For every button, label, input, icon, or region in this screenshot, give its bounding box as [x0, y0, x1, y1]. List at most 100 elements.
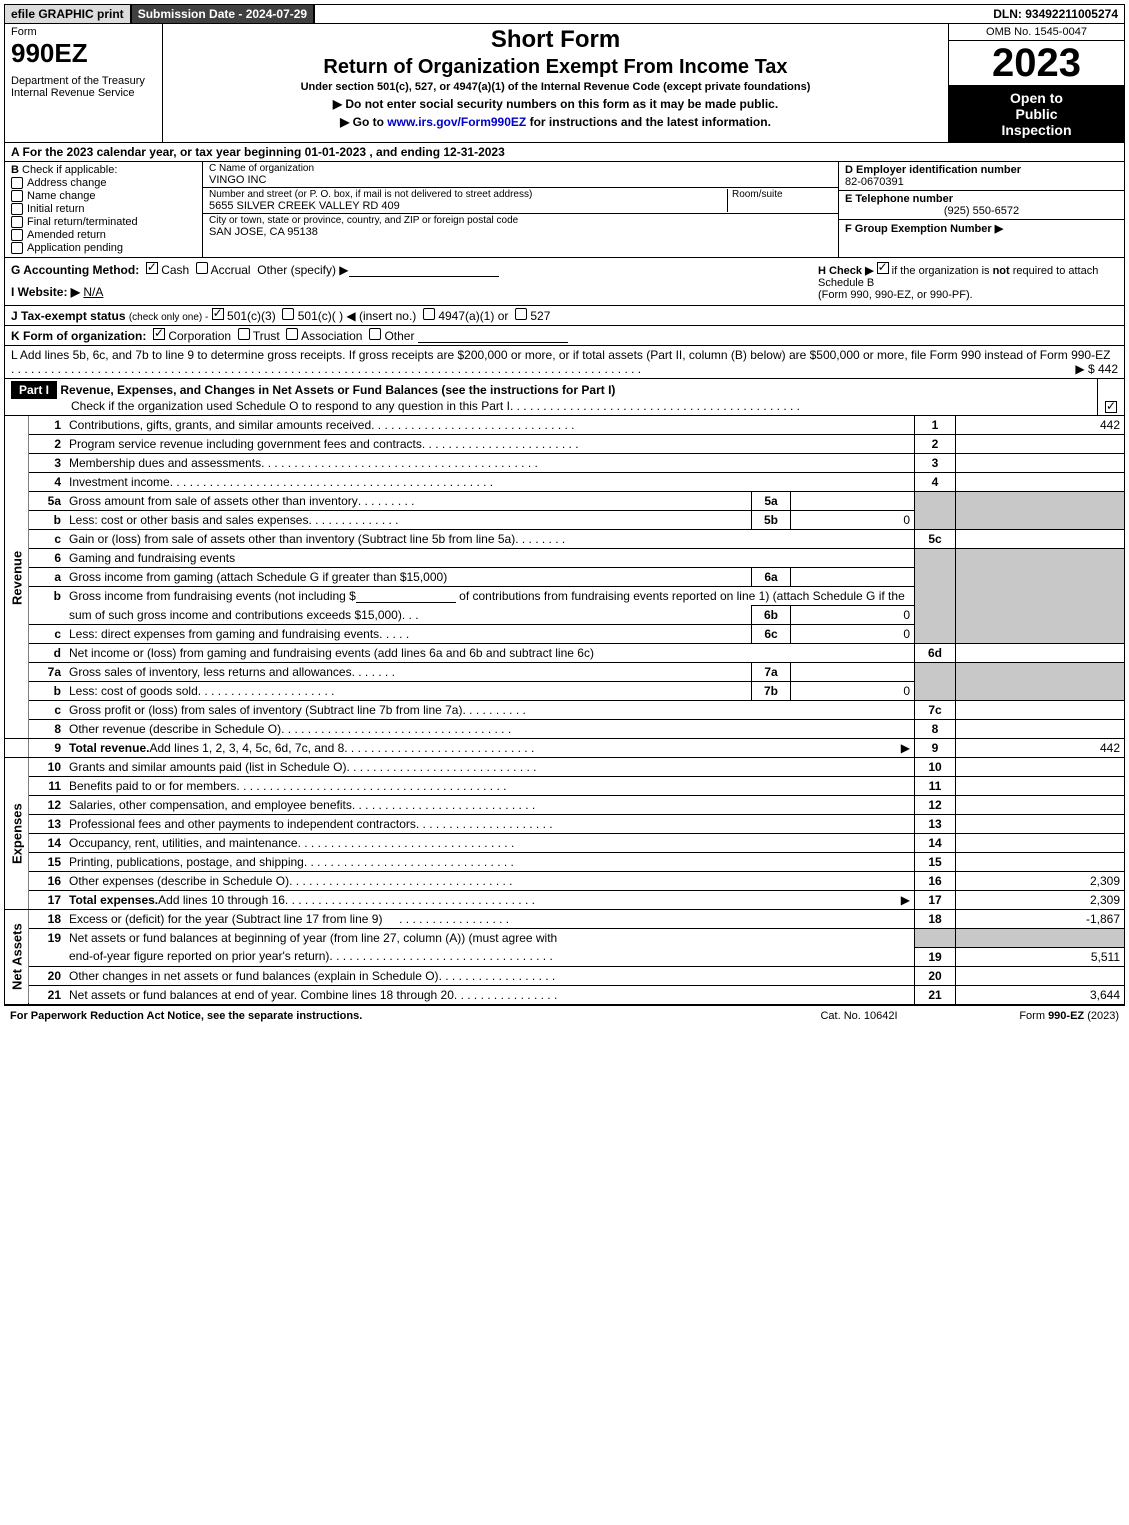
table-row: 4 Investment income . . . . . . . . . . …	[5, 473, 1124, 492]
form-word: Form	[11, 26, 156, 38]
b-check-label: Check if applicable:	[22, 164, 117, 176]
main-title: Return of Organization Exempt From Incom…	[169, 56, 942, 79]
ln20-val	[956, 966, 1125, 985]
side-rev-end	[5, 739, 29, 758]
open-to-public: Open to Public Inspection	[949, 86, 1124, 142]
e-label: E Telephone number	[845, 193, 953, 205]
efile-print-button[interactable]: efile GRAPHIC print	[5, 5, 132, 23]
ln6b-desc-part1: Gross income from fundraising events (no…	[65, 587, 915, 606]
i-label: I Website: ▶	[11, 285, 80, 299]
cb-corp[interactable]	[153, 328, 165, 340]
ssn-warning: ▶ Do not enter social security numbers o…	[169, 97, 942, 111]
opt-address-change: Address change	[27, 177, 107, 189]
room-suite-label: Room/suite	[727, 189, 832, 212]
part1-badge: Part I	[11, 381, 57, 399]
cb-527[interactable]	[515, 308, 527, 320]
ln12-val	[956, 796, 1125, 815]
short-form-title: Short Form	[169, 26, 942, 54]
col-b: B Check if applicable: Address change Na…	[5, 162, 203, 257]
ein-value: 82-0670391	[845, 176, 904, 188]
side-expenses: Expenses	[5, 758, 29, 910]
line-j: J Tax-exempt status (check only one) - 5…	[5, 305, 1124, 325]
f-label: F Group Exemption Number ▶	[845, 223, 1003, 235]
cb-final-return[interactable]	[11, 216, 23, 228]
h-check-label: H Check ▶	[818, 265, 874, 277]
cb-trust[interactable]	[238, 328, 250, 340]
j-501c3: 501(c)(3)	[227, 309, 276, 323]
ln9-num: 9	[29, 739, 66, 758]
cb-accrual[interactable]	[196, 262, 208, 274]
ln5b-mval: 0	[791, 511, 915, 530]
ln6-grey	[915, 549, 956, 644]
k-other-blank[interactable]	[418, 330, 568, 343]
cb-schedule-o[interactable]	[1105, 401, 1117, 413]
ln2-desc: Program service revenue including govern…	[69, 437, 422, 451]
ln5b-num: b	[29, 511, 66, 530]
org-city: SAN JOSE, CA 95138	[209, 226, 832, 238]
cb-address-change[interactable]	[11, 177, 23, 189]
c-city-label: City or town, state or province, country…	[209, 215, 832, 226]
table-row: 11 Benefits paid to or for members . . .…	[5, 777, 1124, 796]
cb-assoc[interactable]	[286, 328, 298, 340]
ln15-num: 15	[29, 853, 66, 872]
ln11-val	[956, 777, 1125, 796]
ln20-num: 20	[29, 966, 66, 985]
g-cash: Cash	[161, 263, 189, 277]
side-netassets: Net Assets	[5, 910, 29, 1004]
cb-other-org[interactable]	[369, 328, 381, 340]
cb-name-change[interactable]	[11, 190, 23, 202]
ln5ab-grey-val	[956, 492, 1125, 530]
ln6b-mlabel: 6b	[752, 606, 791, 625]
irs-link[interactable]: www.irs.gov/Form990EZ	[387, 115, 526, 129]
cb-501c[interactable]	[282, 308, 294, 320]
ln7b-mlabel: 7b	[752, 682, 791, 701]
phone-value: (925) 550-6572	[845, 205, 1118, 217]
ln17-label: 17	[915, 891, 956, 910]
ln6-num: 6	[29, 549, 66, 568]
table-row: Revenue 1 Contributions, gifts, grants, …	[5, 416, 1124, 435]
ln16-val: 2,309	[956, 872, 1125, 891]
g-other-blank[interactable]	[349, 264, 499, 277]
omb-number: OMB No. 1545-0047	[949, 24, 1124, 41]
table-row: 19 Net assets or fund balances at beginn…	[5, 929, 1124, 948]
cb-4947[interactable]	[423, 308, 435, 320]
cb-application-pending[interactable]	[11, 242, 23, 254]
schedule-o-checkbox-cell	[1097, 379, 1124, 415]
ln5a-num: 5a	[29, 492, 66, 511]
table-row: 8 Other revenue (describe in Schedule O)…	[5, 720, 1124, 739]
ln10-label: 10	[915, 758, 956, 777]
table-row: 17 Total expenses. Add lines 10 through …	[5, 891, 1124, 910]
ln7a-mval	[791, 663, 915, 682]
footer-right: Form 990-EZ (2023)	[959, 1010, 1119, 1022]
ln6a-num: a	[29, 568, 66, 587]
cb-amended-return[interactable]	[11, 229, 23, 241]
table-row: 2 Program service revenue including gove…	[5, 435, 1124, 454]
table-row: c Gross profit or (loss) from sales of i…	[5, 701, 1124, 720]
l-value: ▶ $ 442	[1067, 362, 1118, 376]
website-value: N/A	[83, 285, 103, 299]
ln8-val	[956, 720, 1125, 739]
cb-h-check[interactable]	[877, 262, 889, 274]
table-row: Expenses 10 Grants and similar amounts p…	[5, 758, 1124, 777]
k-corp: Corporation	[168, 329, 231, 343]
cb-initial-return[interactable]	[11, 203, 23, 215]
ln6d-desc: Net income or (loss) from gaming and fun…	[65, 644, 915, 663]
opt-amended-return: Amended return	[27, 229, 106, 241]
goto-line: ▶ Go to www.irs.gov/Form990EZ for instru…	[169, 115, 942, 129]
ln13-num: 13	[29, 815, 66, 834]
ln18-val: -1,867	[956, 910, 1125, 929]
ln4-label: 4	[915, 473, 956, 492]
ln6d-val	[956, 644, 1125, 663]
ln5c-val	[956, 530, 1125, 549]
table-row: 20 Other changes in net assets or fund b…	[5, 966, 1124, 985]
header-center: Short Form Return of Organization Exempt…	[163, 24, 948, 142]
ln5c-label: 5c	[915, 530, 956, 549]
opt-name-change: Name change	[27, 190, 96, 202]
ln7ab-grey-val	[956, 663, 1125, 701]
cb-cash[interactable]	[146, 262, 158, 274]
ln6c-mval: 0	[791, 625, 915, 644]
ln15-desc: Printing, publications, postage, and shi…	[69, 855, 304, 869]
ln6c-num: c	[29, 625, 66, 644]
ln5a-desc: Gross amount from sale of assets other t…	[69, 494, 358, 508]
cb-501c3[interactable]	[212, 308, 224, 320]
